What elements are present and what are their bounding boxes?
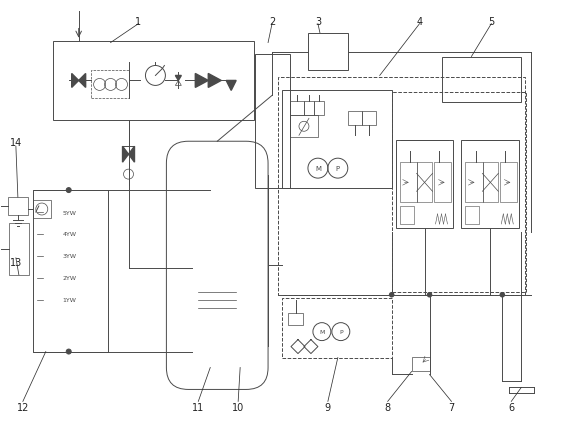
- Bar: [8, 198, 28, 215]
- Text: 8: 8: [385, 402, 391, 412]
- Text: 14: 14: [10, 138, 22, 148]
- Circle shape: [500, 292, 505, 298]
- Bar: [53, 41, 254, 121]
- Bar: [33, 190, 107, 352]
- Circle shape: [66, 349, 71, 354]
- Text: M: M: [315, 166, 321, 172]
- Polygon shape: [78, 74, 85, 88]
- Bar: [290, 116, 318, 138]
- Text: P: P: [339, 329, 343, 335]
- Circle shape: [427, 292, 432, 298]
- Text: 1: 1: [136, 17, 141, 27]
- Bar: [255, 54, 290, 189]
- Text: 3: 3: [315, 17, 321, 27]
- Text: 1YW: 1YW: [63, 298, 77, 303]
- Polygon shape: [195, 74, 208, 88]
- FancyBboxPatch shape: [166, 142, 268, 390]
- Text: 4YW: 4YW: [63, 232, 77, 237]
- Polygon shape: [122, 147, 129, 163]
- Bar: [466, 163, 483, 202]
- Text: 2YW: 2YW: [63, 276, 77, 281]
- Text: 3YW: 3YW: [63, 254, 77, 259]
- Circle shape: [66, 188, 71, 193]
- Bar: [462, 141, 519, 228]
- Polygon shape: [226, 81, 236, 91]
- Bar: [282, 298, 392, 358]
- Text: 6: 6: [508, 402, 514, 412]
- Bar: [33, 200, 51, 218]
- Polygon shape: [208, 74, 221, 88]
- Bar: [483, 163, 498, 202]
- Text: 4: 4: [417, 17, 422, 27]
- Bar: [417, 163, 432, 202]
- Bar: [308, 34, 348, 71]
- Text: P: P: [336, 166, 340, 172]
- Text: 7: 7: [448, 402, 455, 412]
- Bar: [396, 141, 454, 228]
- Circle shape: [389, 292, 395, 298]
- Bar: [278, 78, 525, 295]
- Bar: [392, 93, 526, 292]
- Text: 5YW: 5YW: [63, 210, 77, 215]
- Bar: [282, 91, 392, 189]
- Text: M: M: [319, 329, 325, 335]
- Text: 10: 10: [232, 402, 244, 412]
- Bar: [466, 206, 479, 224]
- Bar: [9, 224, 29, 275]
- Polygon shape: [175, 76, 181, 81]
- Text: 9: 9: [325, 402, 331, 412]
- Bar: [91, 71, 129, 99]
- Bar: [348, 112, 362, 126]
- Bar: [500, 163, 517, 202]
- Bar: [400, 206, 414, 224]
- Bar: [288, 313, 303, 325]
- Text: 2: 2: [269, 17, 275, 27]
- Bar: [290, 102, 304, 116]
- Text: 11: 11: [192, 402, 204, 412]
- Text: 5: 5: [488, 17, 494, 27]
- Bar: [304, 102, 314, 116]
- Bar: [434, 163, 451, 202]
- Polygon shape: [72, 74, 78, 88]
- Polygon shape: [129, 147, 134, 163]
- Bar: [314, 102, 324, 116]
- Text: 12: 12: [17, 402, 29, 412]
- Bar: [441, 57, 521, 103]
- Text: 13: 13: [10, 257, 22, 267]
- Bar: [362, 112, 376, 126]
- Bar: [400, 163, 417, 202]
- Bar: [411, 357, 429, 372]
